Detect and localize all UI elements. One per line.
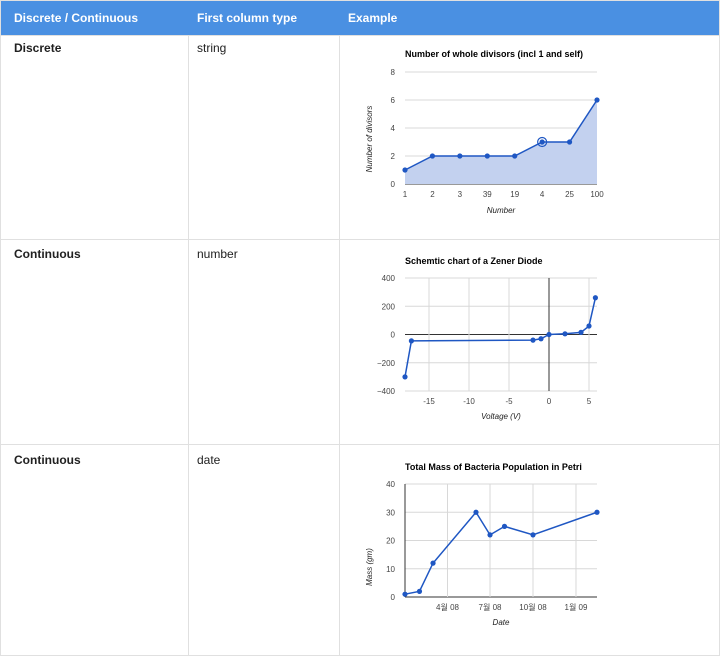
column-divider bbox=[339, 35, 340, 655]
x-tick-label: 1월 09 bbox=[565, 602, 588, 612]
data-point bbox=[473, 509, 479, 515]
data-point bbox=[408, 338, 414, 344]
series-line bbox=[404, 297, 597, 378]
y-tick-label: 30 bbox=[386, 508, 395, 517]
row-kind: Discrete bbox=[14, 41, 62, 55]
table-row: Continuous date bbox=[1, 444, 719, 655]
row-type: date bbox=[197, 453, 221, 467]
x-axis-label: Date bbox=[493, 618, 510, 627]
data-point bbox=[592, 295, 598, 301]
y-tick-label: 400 bbox=[382, 274, 396, 283]
data-point bbox=[484, 153, 490, 159]
header-first-column-type: First column type bbox=[197, 11, 298, 25]
chart-title: Total Mass of Bacteria Population in Pet… bbox=[405, 462, 582, 472]
row-kind: Continuous bbox=[14, 453, 81, 467]
data-point bbox=[429, 153, 436, 159]
data-point bbox=[530, 532, 536, 538]
column-divider bbox=[188, 35, 189, 655]
y-tick-label: 200 bbox=[382, 302, 396, 311]
data-point bbox=[402, 167, 408, 173]
x-tick-label: 19 bbox=[510, 190, 519, 199]
table-header: Discrete / Continuous First column type … bbox=[1, 1, 719, 35]
row-type: string bbox=[197, 41, 227, 55]
y-tick-label: 0 bbox=[391, 331, 396, 340]
data-point bbox=[539, 139, 545, 145]
series-area bbox=[405, 100, 597, 184]
y-tick-label: 40 bbox=[386, 480, 395, 489]
data-point bbox=[530, 337, 536, 343]
row-kind: Continuous bbox=[14, 247, 81, 261]
y-tick-label: 6 bbox=[391, 96, 396, 105]
x-tick-label: 100 bbox=[590, 190, 604, 199]
data-point bbox=[566, 139, 573, 145]
data-point bbox=[586, 323, 592, 329]
series-line bbox=[404, 99, 598, 171]
x-tick-label: 2 bbox=[430, 190, 435, 199]
series-line bbox=[404, 510, 598, 595]
x-axis-label: Number bbox=[487, 206, 516, 215]
table-row: Continuous number bbox=[1, 239, 719, 445]
x-tick-label: 39 bbox=[483, 190, 492, 199]
x-tick-label: 1 bbox=[403, 190, 408, 199]
data-point bbox=[578, 329, 584, 335]
y-axis-label: Number of divisors bbox=[365, 106, 374, 173]
data-point bbox=[430, 560, 436, 566]
y-tick-label: 4 bbox=[391, 124, 396, 133]
data-point bbox=[594, 509, 600, 515]
data-point bbox=[416, 588, 423, 594]
data-point bbox=[594, 97, 600, 103]
chart-title: Number of whole divisors (incl 1 and sel… bbox=[405, 49, 583, 59]
data-point bbox=[457, 153, 463, 159]
divisors-area-chart: Number of whole divisors (incl 1 and sel… bbox=[365, 49, 604, 215]
x-tick-label: 5 bbox=[587, 397, 592, 406]
zener-diode-chart: Schemtic chart of a Zener Diode 400 200 0 −… bbox=[377, 256, 598, 421]
y-tick-label: −200 bbox=[377, 359, 396, 368]
bacteria-mass-chart: Total Mass of Bacteria Population in Pet… bbox=[365, 462, 600, 627]
x-tick-label: -5 bbox=[505, 397, 513, 406]
y-tick-label: 0 bbox=[391, 180, 396, 189]
y-tick-label: 10 bbox=[386, 565, 395, 574]
x-tick-label: 3 bbox=[458, 190, 463, 199]
x-tick-label: 4월 08 bbox=[436, 602, 459, 612]
data-point bbox=[402, 374, 408, 380]
x-tick-label: -15 bbox=[423, 397, 435, 406]
y-tick-label: 2 bbox=[391, 152, 396, 161]
y-tick-label: 0 bbox=[391, 593, 396, 602]
chart-title: Schemtic chart of a Zener Diode bbox=[405, 256, 543, 266]
x-tick-label: 7월 08 bbox=[479, 602, 502, 612]
row-type: number bbox=[197, 247, 238, 261]
data-point bbox=[501, 523, 508, 529]
table-row: Discrete string bbox=[1, 35, 719, 239]
x-axis-label: Voltage (V) bbox=[481, 412, 521, 421]
data-point bbox=[402, 591, 408, 597]
header-example: Example bbox=[348, 11, 398, 25]
y-tick-label: 8 bbox=[391, 68, 396, 77]
data-point bbox=[512, 153, 518, 159]
data-point bbox=[546, 331, 552, 338]
y-axis-label: Mass (gm) bbox=[365, 548, 374, 586]
x-tick-label: 0 bbox=[547, 397, 552, 406]
x-tick-label: 10월 08 bbox=[519, 602, 547, 612]
data-point bbox=[487, 532, 493, 538]
y-tick-label: 20 bbox=[386, 537, 395, 546]
x-tick-label: 25 bbox=[565, 190, 574, 199]
x-tick-label: 4 bbox=[540, 190, 545, 199]
y-tick-label: −400 bbox=[377, 387, 396, 396]
highlighted-point-ring bbox=[537, 136, 548, 148]
data-point bbox=[562, 331, 568, 337]
x-tick-label: -10 bbox=[463, 397, 475, 406]
header-discrete-continuous: Discrete / Continuous bbox=[14, 11, 139, 25]
data-point bbox=[538, 336, 544, 342]
